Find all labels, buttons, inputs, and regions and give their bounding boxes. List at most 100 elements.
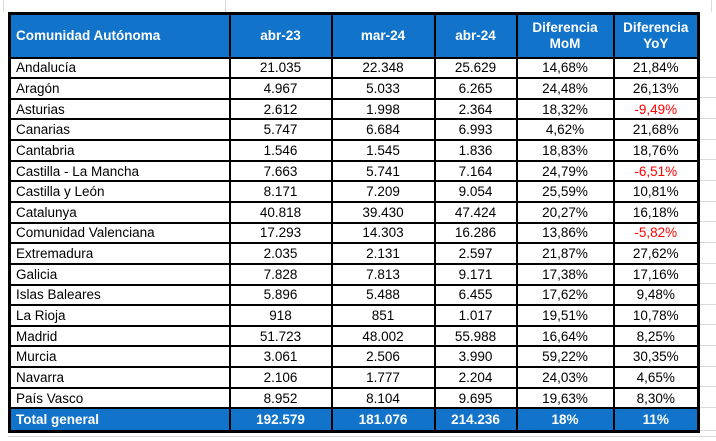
- col-header-comunidad[interactable]: Comunidad Autónoma: [8, 12, 231, 59]
- cell-abr23[interactable]: 40.818: [228, 201, 333, 224]
- cell-diferencia-yoy[interactable]: 17,16%: [612, 262, 700, 286]
- cell-diferencia-mom[interactable]: 13,86%: [515, 221, 615, 245]
- cell-comunidad[interactable]: Castilla y León: [8, 180, 231, 203]
- cell-abr23[interactable]: 2.035: [228, 242, 333, 265]
- cell-abr23[interactable]: 21.035: [228, 56, 333, 80]
- total-abr23-cell[interactable]: 192.579: [228, 407, 333, 433]
- cell-abr23[interactable]: 5.747: [228, 118, 333, 142]
- cell-diferencia-yoy[interactable]: 27,62%: [612, 242, 700, 265]
- cell-abr24[interactable]: 47.424: [433, 201, 518, 224]
- col-header-abr-24[interactable]: abr-24: [433, 12, 518, 59]
- cell-abr24[interactable]: 6.993: [433, 118, 518, 142]
- cell-mar24[interactable]: 39.430: [330, 201, 436, 224]
- cell-abr23[interactable]: 8.171: [228, 180, 333, 203]
- col-header-abr-23[interactable]: abr-23: [228, 12, 333, 59]
- cell-mar24[interactable]: 1.777: [330, 366, 436, 389]
- cell-mar24[interactable]: 7.813: [330, 262, 436, 286]
- cell-abr23[interactable]: 3.061: [228, 345, 333, 369]
- cell-diferencia-yoy[interactable]: 8,25%: [612, 324, 700, 348]
- cell-comunidad[interactable]: Navarra: [8, 366, 231, 389]
- cell-abr23[interactable]: 918: [228, 304, 333, 327]
- cell-mar24[interactable]: 2.506: [330, 345, 436, 369]
- cell-diferencia-mom[interactable]: 14,68%: [515, 56, 615, 80]
- cell-abr24[interactable]: 25.629: [433, 56, 518, 80]
- total-mom-cell[interactable]: 18%: [515, 407, 615, 433]
- cell-diferencia-mom[interactable]: 19,63%: [515, 386, 615, 410]
- total-label-cell[interactable]: Total general: [8, 407, 231, 433]
- cell-abr24[interactable]: 1.017: [433, 304, 518, 327]
- cell-diferencia-yoy[interactable]: -6,51%: [612, 159, 700, 183]
- cell-comunidad[interactable]: Andalucía: [8, 56, 231, 80]
- cell-abr24[interactable]: 7.164: [433, 159, 518, 183]
- cell-comunidad[interactable]: Catalunya: [8, 201, 231, 224]
- cell-diferencia-yoy[interactable]: 9,48%: [612, 283, 700, 307]
- cell-diferencia-yoy[interactable]: 4,65%: [612, 366, 700, 389]
- cell-diferencia-mom[interactable]: 24,03%: [515, 366, 615, 389]
- cell-diferencia-yoy[interactable]: -5,82%: [612, 221, 700, 245]
- cell-diferencia-yoy[interactable]: 26,13%: [612, 77, 700, 100]
- cell-comunidad[interactable]: Asturias: [8, 97, 231, 121]
- col-header-diferencia-mom[interactable]: Diferencia MoM: [515, 12, 615, 59]
- cell-abr24[interactable]: 3.990: [433, 345, 518, 369]
- cell-diferencia-mom[interactable]: 18,32%: [515, 97, 615, 121]
- cell-abr23[interactable]: 17.293: [228, 221, 333, 245]
- cell-diferencia-mom[interactable]: 16,64%: [515, 324, 615, 348]
- cell-diferencia-mom[interactable]: 18,83%: [515, 139, 615, 162]
- cell-diferencia-mom[interactable]: 17,38%: [515, 262, 615, 286]
- total-abr24-cell[interactable]: 214.236: [433, 407, 518, 433]
- col-header-mar-24[interactable]: mar-24: [330, 12, 436, 59]
- cell-mar24[interactable]: 5.488: [330, 283, 436, 307]
- cell-diferencia-yoy[interactable]: 8,30%: [612, 386, 700, 410]
- cell-mar24[interactable]: 851: [330, 304, 436, 327]
- cell-diferencia-yoy[interactable]: 21,84%: [612, 56, 700, 80]
- cell-abr23[interactable]: 7.828: [228, 262, 333, 286]
- cell-comunidad[interactable]: Galicia: [8, 262, 231, 286]
- cell-diferencia-mom[interactable]: 24,79%: [515, 159, 615, 183]
- cell-comunidad[interactable]: País Vasco: [8, 386, 231, 410]
- cell-comunidad[interactable]: Cantabria: [8, 139, 231, 162]
- cell-comunidad[interactable]: Comunidad Valenciana: [8, 221, 231, 245]
- cell-mar24[interactable]: 5.033: [330, 77, 436, 100]
- total-yoy-cell[interactable]: 11%: [612, 407, 700, 433]
- cell-diferencia-mom[interactable]: 59,22%: [515, 345, 615, 369]
- cell-abr24[interactable]: 6.265: [433, 77, 518, 100]
- cell-abr24[interactable]: 2.364: [433, 97, 518, 121]
- cell-diferencia-mom[interactable]: 17,62%: [515, 283, 615, 307]
- cell-abr24[interactable]: 9.054: [433, 180, 518, 203]
- cell-comunidad[interactable]: Murcia: [8, 345, 231, 369]
- cell-abr23[interactable]: 51.723: [228, 324, 333, 348]
- cell-comunidad[interactable]: La Rioja: [8, 304, 231, 327]
- cell-diferencia-yoy[interactable]: 21,68%: [612, 118, 700, 142]
- cell-abr24[interactable]: 2.597: [433, 242, 518, 265]
- cell-abr24[interactable]: 6.455: [433, 283, 518, 307]
- cell-diferencia-mom[interactable]: 24,48%: [515, 77, 615, 100]
- cell-mar24[interactable]: 8.104: [330, 386, 436, 410]
- cell-diferencia-yoy[interactable]: 16,18%: [612, 201, 700, 224]
- cell-mar24[interactable]: 6.684: [330, 118, 436, 142]
- cell-diferencia-mom[interactable]: 4,62%: [515, 118, 615, 142]
- col-header-diferencia-yoy[interactable]: Diferencia YoY: [612, 12, 700, 59]
- cell-abr23[interactable]: 7.663: [228, 159, 333, 183]
- cell-abr23[interactable]: 2.106: [228, 366, 333, 389]
- cell-comunidad[interactable]: Islas Baleares: [8, 283, 231, 307]
- cell-abr24[interactable]: 2.204: [433, 366, 518, 389]
- cell-mar24[interactable]: 7.209: [330, 180, 436, 203]
- cell-comunidad[interactable]: Castilla - La Mancha: [8, 159, 231, 183]
- cell-mar24[interactable]: 5.741: [330, 159, 436, 183]
- cell-diferencia-mom[interactable]: 21,87%: [515, 242, 615, 265]
- cell-diferencia-yoy[interactable]: 30,35%: [612, 345, 700, 369]
- cell-comunidad[interactable]: Madrid: [8, 324, 231, 348]
- cell-abr24[interactable]: 1.836: [433, 139, 518, 162]
- cell-diferencia-yoy[interactable]: -9,49%: [612, 97, 700, 121]
- cell-abr23[interactable]: 5.896: [228, 283, 333, 307]
- cell-comunidad[interactable]: Aragón: [8, 77, 231, 100]
- cell-abr24[interactable]: 55.988: [433, 324, 518, 348]
- total-mar24-cell[interactable]: 181.076: [330, 407, 436, 433]
- cell-comunidad[interactable]: Canarias: [8, 118, 231, 142]
- cell-diferencia-mom[interactable]: 20,27%: [515, 201, 615, 224]
- cell-mar24[interactable]: 22.348: [330, 56, 436, 80]
- cell-diferencia-yoy[interactable]: 18,76%: [612, 139, 700, 162]
- cell-diferencia-yoy[interactable]: 10,78%: [612, 304, 700, 327]
- cell-diferencia-yoy[interactable]: 10,81%: [612, 180, 700, 203]
- cell-mar24[interactable]: 2.131: [330, 242, 436, 265]
